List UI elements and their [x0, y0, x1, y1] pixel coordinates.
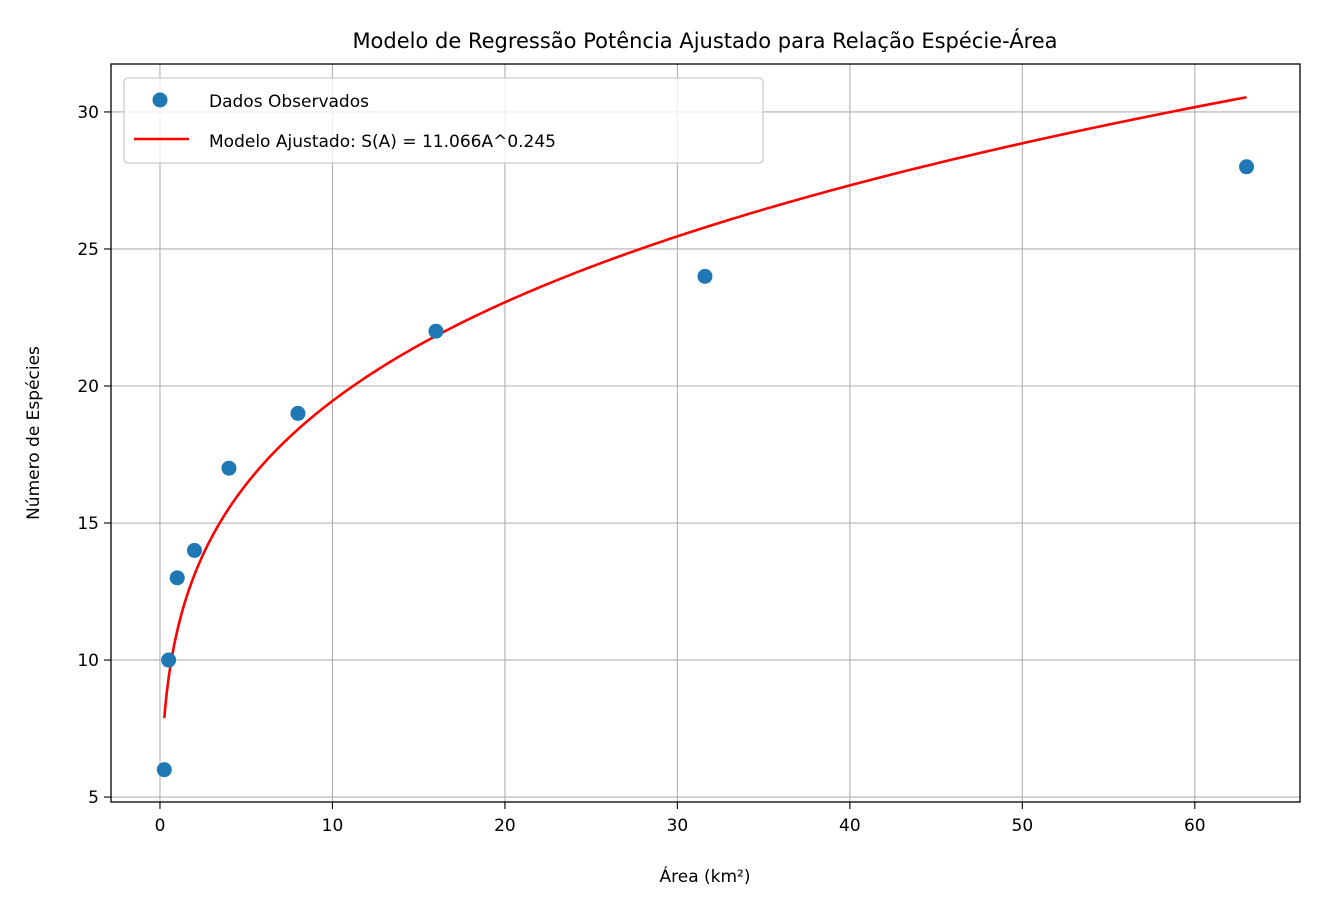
- data-point: [161, 652, 177, 668]
- fitted-model-line: [162, 95, 1247, 719]
- data-point: [697, 268, 713, 284]
- x-tick-label: 0: [155, 816, 166, 836]
- x-tick-label: 30: [667, 816, 689, 836]
- chart-title: Modelo de Regressão Potência Ajustado pa…: [352, 28, 1057, 53]
- y-axis-label: Número de Espécies: [24, 346, 44, 520]
- y-tick-label: 10: [77, 651, 99, 671]
- legend-label-observed: Dados Observados: [209, 92, 369, 112]
- grid: [111, 64, 1300, 802]
- y-axis-ticks: 5 10 15 20 25 30: [77, 103, 111, 808]
- x-axis-ticks: 0 10 20 30 40 50 60: [155, 802, 1206, 836]
- x-tick-label: 10: [322, 816, 344, 836]
- y-tick-label: 5: [88, 788, 99, 808]
- x-tick-label: 40: [839, 816, 861, 836]
- data-point: [1239, 159, 1255, 175]
- data-point: [290, 405, 306, 421]
- legend-label-model: Modelo Ajustado: S(A) = 11.066A^0.245: [209, 132, 556, 152]
- observed-points: [156, 159, 1255, 778]
- y-tick-label: 25: [77, 240, 99, 260]
- legend-box: [123, 77, 764, 164]
- x-tick-label: 60: [1184, 816, 1206, 836]
- y-tick-label: 30: [77, 103, 99, 123]
- data-point: [428, 323, 444, 339]
- x-axis-label: Área (km²): [659, 865, 750, 887]
- y-tick-label: 15: [77, 514, 99, 534]
- data-point: [169, 570, 185, 586]
- data-point: [221, 460, 237, 476]
- plot-frame: [110, 63, 1301, 803]
- legend-marker-observed: [152, 92, 168, 108]
- y-tick-label: 20: [77, 377, 99, 397]
- data-point: [156, 762, 172, 778]
- legend: Dados Observados Modelo Ajustado: S(A) =…: [123, 77, 764, 164]
- data-point: [186, 542, 202, 558]
- x-tick-label: 50: [1012, 816, 1034, 836]
- x-tick-label: 20: [494, 816, 516, 836]
